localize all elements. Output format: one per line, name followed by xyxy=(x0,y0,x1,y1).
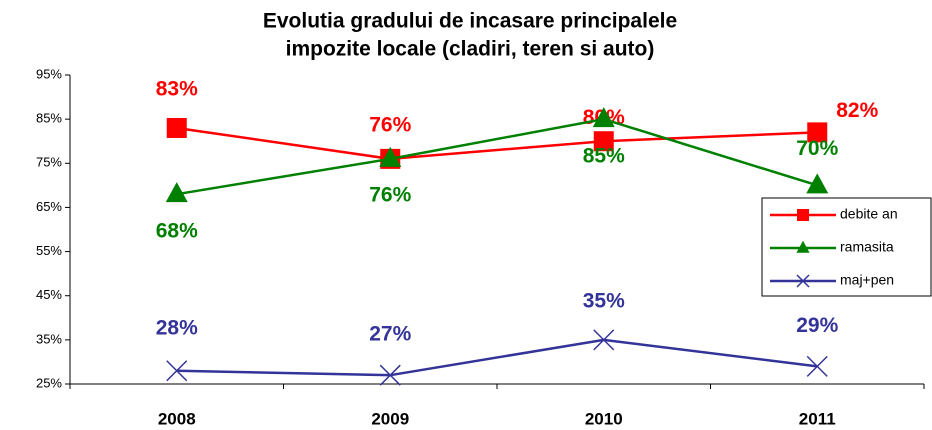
marker xyxy=(166,360,188,382)
x-tick-label: 2011 xyxy=(799,409,836,428)
y-tick-label: 85% xyxy=(36,111,62,126)
data-label: 82% xyxy=(836,99,878,122)
line xyxy=(176,338,818,377)
line xyxy=(176,126,818,161)
data-label: 76% xyxy=(369,113,411,136)
legend-label: maj+pen xyxy=(840,272,894,288)
marker xyxy=(379,364,401,386)
y-tick-label: 75% xyxy=(36,155,62,170)
legend-label: debite an xyxy=(840,206,898,222)
marker xyxy=(806,173,829,194)
y-tick-label: 65% xyxy=(36,199,62,214)
chart-title: Evolutia gradului de incasare principale… xyxy=(263,10,677,33)
legend-label: ramasita xyxy=(840,239,894,255)
marker xyxy=(797,209,809,221)
marker xyxy=(166,117,187,138)
y-tick-label: 55% xyxy=(36,243,62,258)
data-label: 27% xyxy=(369,323,411,346)
data-label: 35% xyxy=(583,289,625,312)
y-tick-label: 35% xyxy=(36,331,62,346)
marker xyxy=(593,329,615,351)
x-tick-label: 2009 xyxy=(371,409,409,428)
data-label: 68% xyxy=(156,220,198,243)
marker xyxy=(379,146,402,167)
data-label: 83% xyxy=(156,78,198,101)
y-tick-label: 25% xyxy=(36,375,62,390)
y-tick-label: 95% xyxy=(36,66,62,81)
marker xyxy=(165,182,188,203)
marker xyxy=(593,131,614,152)
data-label: 85% xyxy=(583,145,625,168)
marker xyxy=(807,122,828,143)
chart-title: impozite locale (cladiri, teren si auto) xyxy=(286,38,655,61)
x-tick-label: 2010 xyxy=(585,409,623,428)
marker xyxy=(796,240,810,253)
marker xyxy=(592,107,615,128)
data-label: 70% xyxy=(796,137,838,160)
data-label: 28% xyxy=(156,316,198,339)
data-label: 29% xyxy=(796,314,838,337)
y-tick-label: 45% xyxy=(36,287,62,302)
marker xyxy=(796,274,810,288)
marker xyxy=(806,355,828,377)
data-label: 76% xyxy=(369,183,411,206)
line xyxy=(176,117,818,196)
x-tick-label: 2008 xyxy=(158,409,196,428)
